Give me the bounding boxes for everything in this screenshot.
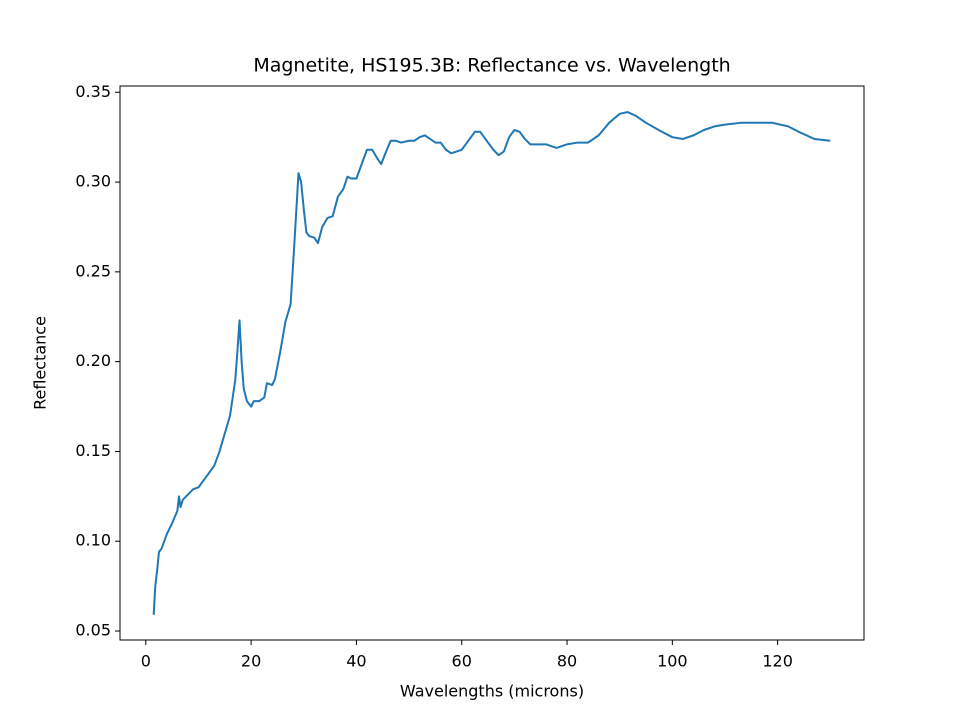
y-tick-label: 0.35	[75, 82, 111, 101]
x-tick-label: 20	[241, 652, 261, 671]
y-axis-label: Reflectance	[31, 316, 50, 410]
x-tick-label: 60	[452, 652, 472, 671]
y-tick-label: 0.10	[75, 531, 111, 550]
y-tick-label: 0.15	[75, 441, 111, 460]
y-tick-label: 0.05	[75, 621, 111, 640]
y-tick-label: 0.25	[75, 261, 111, 280]
x-tick-label: 100	[657, 652, 688, 671]
data-line	[152, 111, 831, 615]
chart-title: Magnetite, HS195.3B: Reflectance vs. Wav…	[253, 55, 730, 77]
x-tick-label: 120	[762, 652, 793, 671]
plot-frame	[119, 85, 865, 641]
y-tick-label: 0.30	[75, 172, 111, 191]
x-tick-label: 40	[346, 652, 366, 671]
x-tick-label: 80	[557, 652, 577, 671]
y-tick-label: 0.20	[75, 351, 111, 370]
x-tick-label: 0	[141, 652, 151, 671]
x-axis-label: Wavelengths (microns)	[400, 682, 584, 701]
